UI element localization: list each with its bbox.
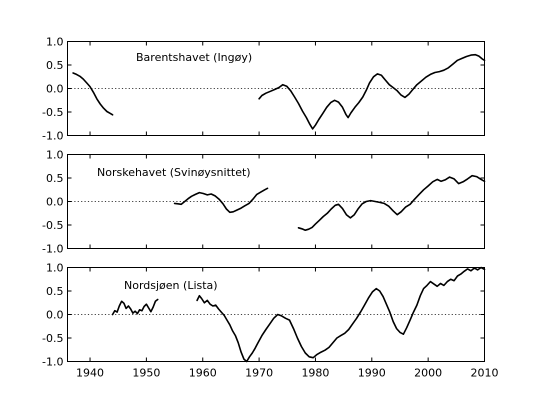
y-tick-label: -0.5: [42, 219, 63, 232]
y-tick-label: -0.5: [42, 106, 63, 119]
y-tick-label: 0.5: [46, 172, 64, 185]
panel-nordsjoen: 1.00.50.0-0.5-1.0 1940 1950 1960 1970 1980 19…: [42, 262, 498, 380]
y-tick-label: 0.0: [46, 309, 64, 322]
x-tick-label: 1970: [245, 367, 273, 380]
y-axis-ticks: 1.0 0.5 0.0 -0.5 -1.0: [42, 36, 485, 143]
x-tick-label: 2000: [414, 367, 442, 380]
x-tick-label: 1960: [189, 367, 217, 380]
x-axis-ticks: 1940 1950 1960 1970 1980 1990 2000 2010: [76, 367, 498, 380]
y-axis-ticks: 1.0 0.5 0.0 -0.5 -1.0: [42, 149, 485, 256]
panel-norskehavet: 1.0 0.5 0.0 -0.5 -1.0 Norskehavet (Svinøysni…: [42, 149, 486, 256]
y-tick-label: 1.0: [46, 36, 64, 49]
y-tick-label: -1.0: [42, 130, 63, 143]
series-line-segment: [297, 174, 486, 231]
series-line-segment: [173, 187, 269, 214]
y-tick-label: -1.0: [42, 356, 63, 369]
panel-title: Nordsjøen (Lista): [124, 279, 218, 292]
y-tick-label: 0.0: [46, 196, 64, 209]
series-line-segment: [111, 298, 159, 316]
series-group: [173, 174, 486, 231]
x-tick-label: 1980: [301, 367, 329, 380]
panel-barentshavet: 1.0 0.5 0.0 -0.5 -1.0 Barentshavet (Ingøy): [42, 36, 486, 143]
y-axis-ticks: 1.0 0.5 0.0 -0.5 -1.0: [42, 262, 485, 369]
series-group: [72, 53, 486, 130]
y-tick-label: -0.5: [42, 332, 63, 345]
series-line-segment: [72, 72, 114, 116]
series-line-segment: [196, 266, 486, 363]
panel-title: Barentshavet (Ingøy): [136, 51, 252, 64]
y-tick-label: -1.0: [42, 243, 63, 256]
y-tick-label: 0.5: [46, 59, 64, 72]
series-line-segment: [258, 53, 486, 130]
x-tick-label: 1940: [76, 367, 104, 380]
series-group: [111, 266, 486, 363]
y-tick-label: 0.0: [46, 83, 64, 96]
x-tick-label: 2010: [471, 367, 499, 380]
y-tick-label: 1.0: [46, 149, 64, 162]
x-tick-label: 1950: [132, 367, 160, 380]
y-tick-label: 1.0: [46, 262, 64, 275]
panel-title: Norskehavet (Svinøysnittet): [97, 166, 251, 179]
x-tick-label: 1990: [358, 367, 386, 380]
y-tick-label: 0.5: [46, 285, 64, 298]
